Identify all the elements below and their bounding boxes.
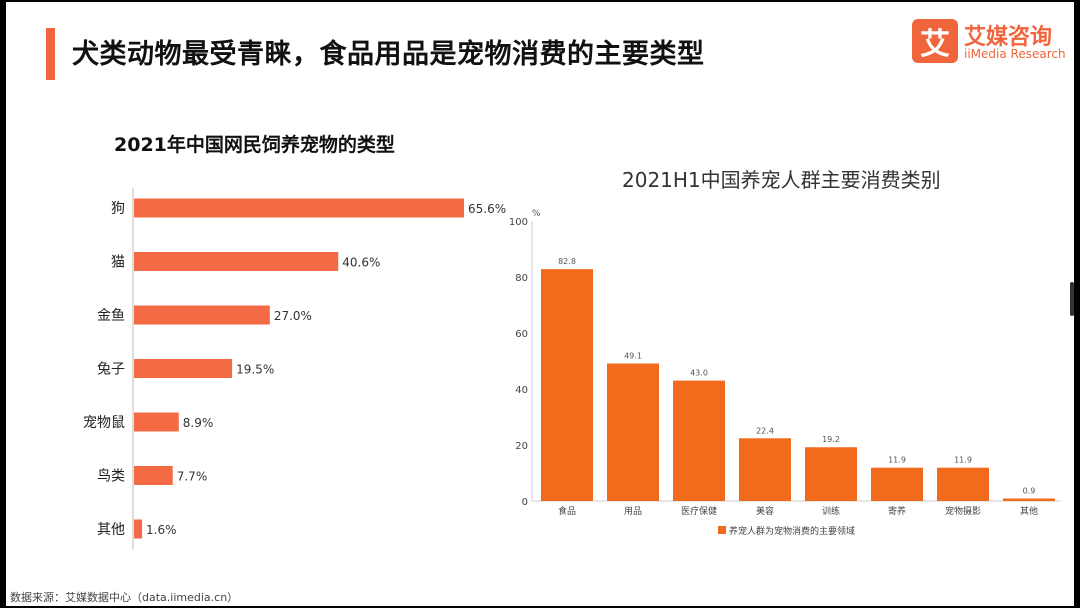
left-bar: [134, 359, 233, 378]
right-category-label: 食品: [558, 505, 576, 517]
right-value-label: 82.8: [558, 257, 576, 266]
charts-canvas: 狗 65.6% 猫 40.6% 金鱼 27.0% 兔子 19.5% 宠物鼠 8.9% 鸟类 7.7% 其…: [83, 188, 1060, 549]
right-y-tick-label: 20: [515, 441, 528, 452]
right-category-label: 其他: [1020, 505, 1038, 517]
right-bar: [673, 380, 725, 501]
left-value-label: 27.0%: [274, 309, 312, 323]
consumption-chart-title: 2021H1中国养宠人群主要消费类别: [622, 168, 941, 192]
slide: 犬类动物最受青睐，食品用品是宠物消费的主要类型 艾 艾媒咨询 iiMedia R…: [6, 2, 1074, 606]
left-category-label: 兔子: [97, 362, 125, 378]
right-category-label: 寄养: [888, 505, 906, 517]
left-value-label: 65.6%: [468, 202, 506, 216]
left-bar: [134, 412, 179, 432]
left-category-label: 鸟类: [97, 469, 125, 485]
page-title: 犬类动物最受青睐，食品用品是宠物消费的主要类型: [72, 39, 705, 70]
left-bar: [134, 198, 464, 218]
right-category-label: 宠物摄影: [945, 505, 981, 517]
left-category-label: 金鱼: [97, 307, 125, 324]
right-bar: [607, 363, 659, 501]
pet-type-chart-title: 2021年中国网民饲养宠物的类型: [114, 134, 395, 156]
left-category-label: 猫: [111, 255, 125, 271]
right-category-label: 训练: [822, 505, 840, 517]
left-bar: [134, 305, 270, 325]
left-value-label: 19.5%: [236, 363, 274, 377]
legend-label: 养宠人群为宠物消费的主要领域: [729, 525, 855, 537]
right-y-tick-label: 0: [522, 497, 528, 508]
logo-name-cn: 艾媒咨询: [964, 25, 1053, 50]
right-bar: [937, 467, 989, 501]
title-accent-bar: [46, 28, 55, 80]
right-y-tick-label: 60: [515, 329, 528, 340]
right-category-label: 医疗保健: [681, 505, 717, 517]
right-y-tick-label: 40: [515, 385, 528, 396]
data-source-note: 数据来源：艾媒数据中心（data.iimedia.cn）: [10, 591, 239, 604]
right-value-label: 22.4: [756, 426, 774, 435]
scroll-handle[interactable]: [1070, 282, 1074, 316]
left-bar: [134, 252, 339, 271]
right-bar: [805, 447, 857, 501]
right-value-label: 43.0: [690, 369, 708, 378]
right-y-tick-label: 100: [509, 217, 528, 228]
right-y-unit: %: [532, 209, 541, 219]
logo-icon: 艾: [912, 19, 958, 63]
right-bar: [1003, 498, 1055, 501]
logo-name-en: iiMedia Research: [964, 47, 1066, 61]
iimedia-logo: 艾 艾媒咨询 iiMedia Research: [912, 19, 1072, 67]
right-value-label: 11.9: [888, 456, 906, 465]
right-category-label: 美容: [756, 505, 774, 517]
right-category-label: 用品: [624, 506, 642, 517]
legend-swatch: [718, 526, 726, 534]
right-value-label: 49.1: [624, 352, 642, 361]
left-bar: [134, 519, 143, 539]
left-value-label: 1.6%: [146, 523, 177, 537]
right-bar: [739, 438, 791, 501]
right-bar: [541, 269, 593, 501]
right-value-label: 0.9: [1023, 486, 1036, 495]
right-value-label: 11.9: [954, 456, 972, 465]
left-value-label: 7.7%: [177, 470, 208, 484]
left-value-label: 8.9%: [183, 416, 214, 430]
right-y-tick-label: 80: [515, 273, 528, 284]
left-category-label: 宠物鼠: [83, 415, 125, 431]
left-category-label: 狗: [111, 201, 125, 217]
left-value-label: 40.6%: [342, 256, 380, 270]
right-bar: [871, 467, 923, 501]
left-bar: [134, 466, 173, 485]
right-value-label: 19.2: [822, 435, 840, 444]
left-category-label: 其他: [97, 522, 125, 538]
